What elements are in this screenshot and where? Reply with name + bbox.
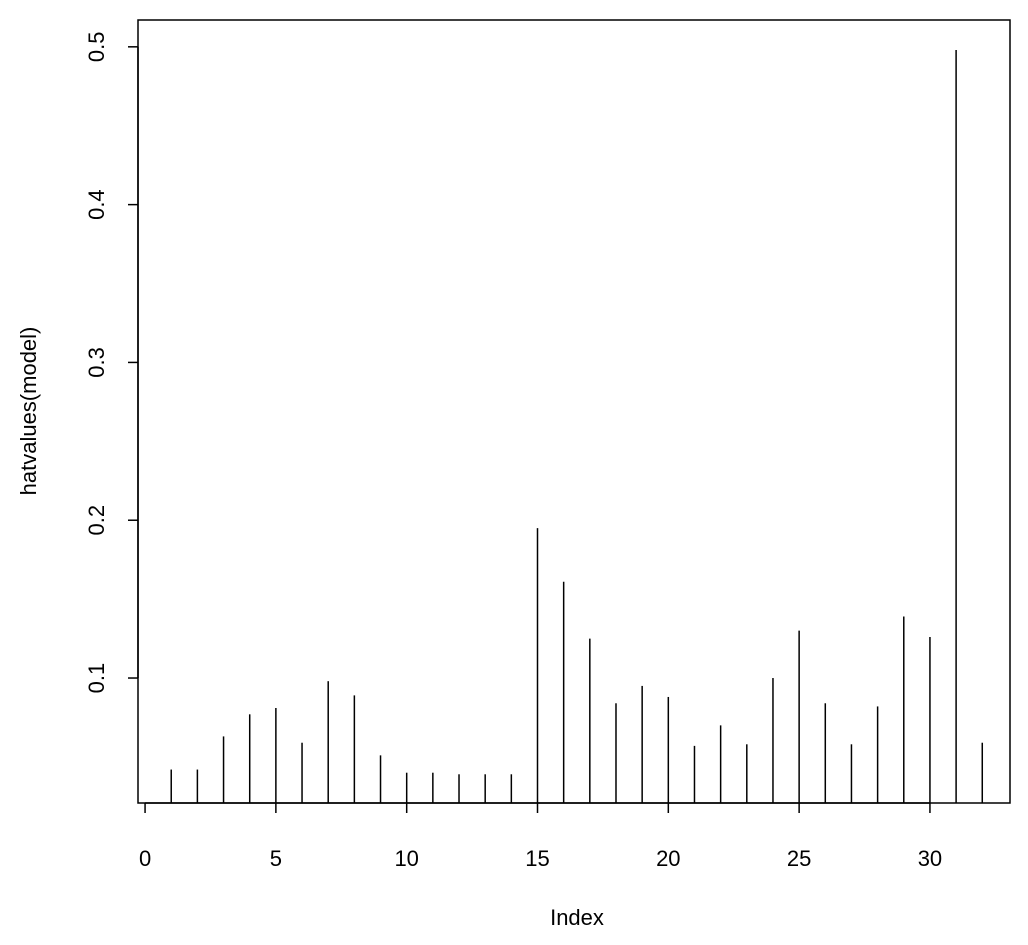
y-tick-label: 0.3 (84, 347, 109, 378)
y-tick-label: 0.1 (84, 663, 109, 694)
x-tick-label: 10 (394, 846, 418, 871)
plot-box (137, 19, 1011, 804)
x-tick-label: 25 (787, 846, 811, 871)
y-tick-label: 0.4 (84, 189, 109, 220)
y-axis-label: hatvalues(model) (16, 327, 41, 496)
x-tick-label: 20 (656, 846, 680, 871)
x-tick-label: 15 (525, 846, 549, 871)
y-tick-label: 0.2 (84, 505, 109, 536)
x-axis-label: Index (550, 905, 604, 930)
y-tick-label: 0.5 (84, 32, 109, 63)
x-tick-label: 0 (139, 846, 151, 871)
x-tick-label: 5 (270, 846, 282, 871)
x-tick-label: 30 (918, 846, 942, 871)
